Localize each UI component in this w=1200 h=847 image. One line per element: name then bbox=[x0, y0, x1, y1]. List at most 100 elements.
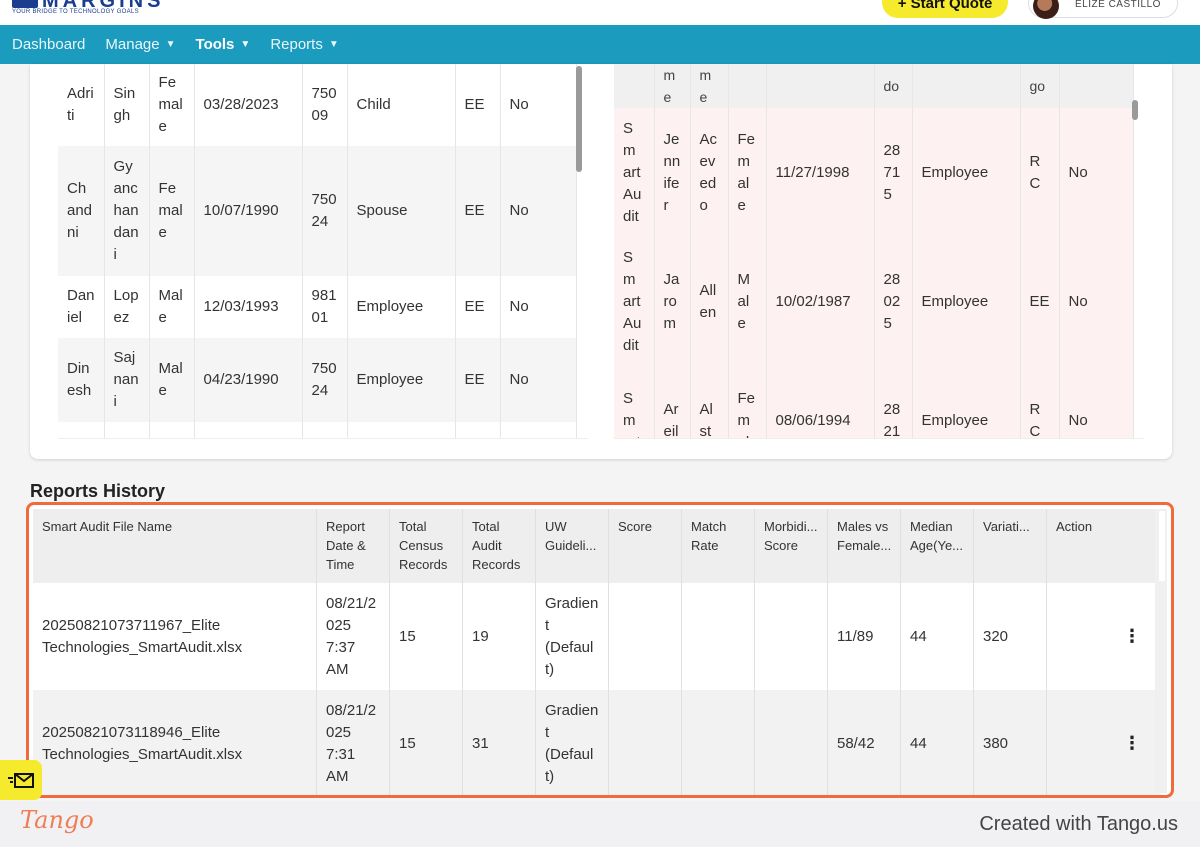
column-header-uw-guideline[interactable]: UW Guideli... bbox=[536, 509, 609, 583]
table-row: Ch and ni Gy anc han dan i Fe mal e 10/0… bbox=[58, 146, 577, 276]
table-cell: No bbox=[500, 338, 577, 422]
nav-reports[interactable]: Reports ▼ bbox=[270, 36, 338, 53]
table-row: Dan iel Lop ez Mal e 12/03/1993 981 01 E… bbox=[58, 276, 577, 338]
feedback-button[interactable] bbox=[0, 760, 42, 800]
column-header-variation[interactable]: Variati... bbox=[974, 509, 1047, 583]
table-cell: EE bbox=[455, 276, 501, 338]
males-vs-females-cell: 58/42 bbox=[828, 690, 901, 795]
census-table[interactable]: Adri ti Sin gh Fe mal e 03/28/2023 750 0… bbox=[58, 64, 588, 439]
table-cell: No bbox=[500, 276, 577, 338]
column-header-median-age[interactable]: Median Age(Ye... bbox=[901, 509, 974, 583]
more-vertical-icon[interactable]: ⋮ bbox=[1123, 626, 1141, 647]
census-comparison-card: Adri ti Sin gh Fe mal e 03/28/2023 750 0… bbox=[30, 64, 1172, 459]
table-row: S m art Ar eil Al st Fe m al 08/06/1994 … bbox=[614, 366, 1134, 438]
avatar bbox=[1033, 0, 1059, 19]
column-header-report-date[interactable]: Report Date & Time bbox=[317, 509, 390, 583]
table-cell: R C bbox=[1020, 108, 1060, 238]
table-cell: Fe m al bbox=[728, 366, 767, 438]
column-header-match-rate[interactable]: Match Rate bbox=[682, 509, 755, 583]
table-cell: 11/27/1998 bbox=[766, 108, 875, 238]
table-cell: Din esh bbox=[58, 338, 105, 422]
report-date-cell: 08/21/2 025 7:31 AM bbox=[317, 690, 390, 795]
table-cell: 08/06/1994 bbox=[766, 366, 875, 438]
total-audit-cell: 31 bbox=[463, 690, 536, 795]
column-header-file-name[interactable]: Smart Audit File Name bbox=[33, 509, 317, 583]
nav-tools[interactable]: Tools ▼ bbox=[196, 36, 251, 53]
chevron-down-icon: ▼ bbox=[328, 39, 339, 50]
table-row: 20250821073118946_Elite Technologies_Sma… bbox=[33, 690, 1161, 795]
file-name-cell: 20250821073118946_Elite Technologies_Sma… bbox=[33, 690, 317, 795]
total-census-cell: 15 bbox=[390, 583, 463, 690]
nav-dashboard[interactable]: Dashboard bbox=[12, 36, 85, 53]
reports-history-table: Smart Audit File Name Report Date & Time… bbox=[33, 509, 1161, 795]
tango-footer bbox=[0, 801, 1200, 847]
table-row: Adri ti Sin gh Fe mal e 03/28/2023 750 0… bbox=[58, 64, 577, 146]
user-menu[interactable]: ELIZE CASTILLO bbox=[1028, 0, 1178, 19]
table-cell: Employee bbox=[347, 276, 456, 338]
brand-strip: MARGINS YOUR BRIDGE TO TECHNOLOGY GOALS … bbox=[0, 0, 1200, 25]
table-cell: No bbox=[1059, 366, 1134, 438]
table-cell: Employee bbox=[912, 108, 1021, 238]
table-cell: Child bbox=[347, 64, 456, 146]
table-cell: Gy anc han dan i bbox=[104, 146, 150, 276]
table-row: S m art Au dit Je nn ife r Ac ev ed o Fe… bbox=[614, 108, 1134, 238]
table-cell: S m art Au dit bbox=[614, 238, 655, 366]
morbidity-score-cell bbox=[755, 583, 828, 690]
table-cell: Ja ro m bbox=[654, 238, 691, 366]
table-cell: 28 71 5 bbox=[874, 108, 913, 238]
table-cell: 10/07/1990 bbox=[194, 146, 303, 276]
column-header-total-census[interactable]: Total Census Records bbox=[390, 509, 463, 583]
table-cell: Spouse bbox=[347, 146, 456, 276]
nav-manage-label: Manage bbox=[105, 36, 160, 53]
table-cell: Al st bbox=[690, 366, 729, 438]
start-quote-button[interactable]: + Start Quote bbox=[882, 0, 1008, 18]
logo-text: MARGINS bbox=[42, 0, 165, 12]
table-cell: 28 02 5 bbox=[874, 238, 913, 366]
report-date-cell: 08/21/2 025 7:37 AM bbox=[317, 583, 390, 690]
table-header-row: m e m e do go bbox=[614, 64, 1134, 108]
action-cell: ⋮ bbox=[1047, 690, 1161, 795]
table-cell: R C bbox=[1020, 366, 1060, 438]
column-header-score[interactable]: Score bbox=[609, 509, 682, 583]
created-with-tango: Created with Tango.us bbox=[979, 813, 1178, 835]
morbidity-score-cell bbox=[755, 690, 828, 795]
scrollbar-thumb[interactable] bbox=[1159, 511, 1165, 581]
table-header-cell bbox=[614, 64, 655, 108]
table-header-cell bbox=[766, 64, 875, 108]
table-cell: No bbox=[1059, 238, 1134, 366]
smart-audit-table[interactable]: m e m e do go S m art Au dit Je nn ife r… bbox=[614, 64, 1144, 439]
score-cell bbox=[609, 690, 682, 795]
logo-mark-icon bbox=[12, 0, 38, 8]
table-cell: 04/23/1990 bbox=[194, 338, 303, 422]
table-cell: Fe mal e bbox=[149, 146, 195, 276]
table-cell: EE bbox=[455, 338, 501, 422]
table-row: Din esh Saj nan i Mal e 04/23/1990 750 2… bbox=[58, 338, 577, 422]
table-cell: EE bbox=[455, 64, 501, 146]
table-header-cell bbox=[912, 64, 1021, 108]
table-cell: Je nn ife r bbox=[654, 108, 691, 238]
table-cell: Sin gh bbox=[104, 64, 150, 146]
scrollbar[interactable] bbox=[1132, 100, 1138, 120]
median-age-cell: 44 bbox=[901, 690, 974, 795]
margins-logo[interactable]: MARGINS YOUR BRIDGE TO TECHNOLOGY GOALS bbox=[12, 0, 172, 24]
table-cell: No bbox=[1059, 108, 1134, 238]
more-vertical-icon[interactable]: ⋮ bbox=[1123, 733, 1141, 754]
table-row: S m art Au dit Ja ro m All en M al e 10/… bbox=[614, 238, 1134, 366]
column-header-morbidity-score[interactable]: Morbidi... Score bbox=[755, 509, 828, 583]
total-audit-cell: 19 bbox=[463, 583, 536, 690]
table-cell: Mal e bbox=[149, 338, 195, 422]
males-vs-females-cell: 11/89 bbox=[828, 583, 901, 690]
score-cell bbox=[609, 583, 682, 690]
match-rate-cell bbox=[682, 583, 755, 690]
column-header-total-audit[interactable]: Total Audit Records bbox=[463, 509, 536, 583]
scrollbar[interactable] bbox=[576, 66, 582, 172]
table-row bbox=[58, 422, 577, 438]
nav-manage[interactable]: Manage ▼ bbox=[105, 36, 175, 53]
column-header-males-vs-females[interactable]: Males vs Female... bbox=[828, 509, 901, 583]
table-cell: 03/28/2023 bbox=[194, 64, 303, 146]
median-age-cell: 44 bbox=[901, 583, 974, 690]
chevron-down-icon: ▼ bbox=[165, 39, 176, 50]
logo-tagline: YOUR BRIDGE TO TECHNOLOGY GOALS bbox=[12, 9, 139, 15]
uw-guideline-cell: Gradien t (Defaul t) bbox=[536, 690, 609, 795]
nav-reports-label: Reports bbox=[270, 36, 323, 53]
